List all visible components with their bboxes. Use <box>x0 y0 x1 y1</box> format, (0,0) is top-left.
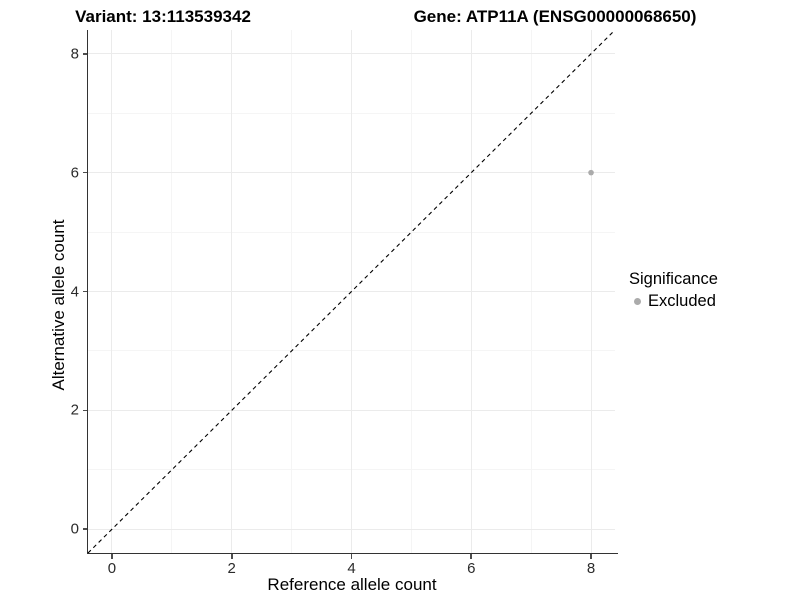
x-tick-label: 2 <box>227 560 236 577</box>
x-tick-mark <box>590 554 592 559</box>
y-tick-mark <box>82 290 87 293</box>
y-tick-label: 4 <box>70 283 79 300</box>
y-tick-mark <box>82 52 87 55</box>
y-tick-label: 6 <box>70 164 79 182</box>
legend: Significance Excluded <box>629 270 718 311</box>
x-axis-title: Reference allele count <box>267 575 437 594</box>
gridline-major-h <box>88 53 615 55</box>
legend-entry-excluded: Excluded <box>629 292 718 311</box>
x-tick-label: 0 <box>107 560 117 577</box>
y-tick-mark <box>82 528 87 531</box>
plot-panel <box>88 30 615 553</box>
gene-title: Gene: ATP11A (ENSG00000068650) <box>413 7 697 26</box>
x-tick-mark <box>350 554 353 559</box>
excluded-point-icon <box>634 298 641 305</box>
x-tick-mark <box>230 554 233 559</box>
legend-entry-label: Excluded <box>648 292 716 310</box>
y-axis-title: Alternative allele count <box>49 219 68 391</box>
variant-title: Variant: 13:113539342 <box>75 7 251 26</box>
x-tick-mark <box>111 554 113 559</box>
y-tick-label: 2 <box>70 401 79 419</box>
x-tick-mark <box>470 554 473 559</box>
gridline-major-h <box>88 291 615 292</box>
y-tick-label: 8 <box>70 45 79 63</box>
gridline-major-h <box>88 528 615 530</box>
x-tick-label: 6 <box>467 560 476 577</box>
gridline-major-h <box>88 409 615 411</box>
y-tick-mark <box>82 171 87 174</box>
x-tick-label: 4 <box>347 560 356 577</box>
y-tick-label: 0 <box>70 520 79 538</box>
gridline-major-h <box>88 172 615 174</box>
y-axis-line <box>86 30 89 554</box>
legend-title: Significance <box>629 270 718 288</box>
x-tick-label: 8 <box>586 560 596 577</box>
y-tick-mark <box>82 409 87 412</box>
